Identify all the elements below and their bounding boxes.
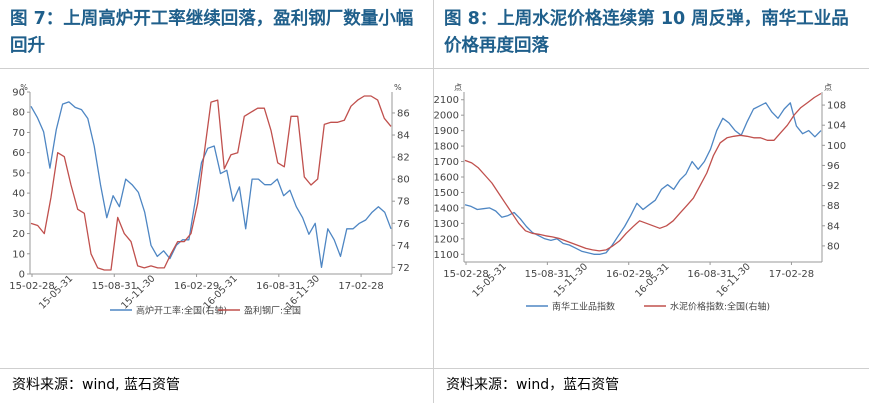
right-tick-label: 92 [827, 181, 840, 192]
right-tick-label: 76 [397, 219, 410, 230]
left-tick-label: 0 [19, 270, 25, 281]
right-tick-label: 82 [397, 153, 410, 164]
right-tick-label: 88 [827, 201, 840, 212]
right-tick-label: 108 [827, 101, 846, 112]
right-axis-unit: % [394, 83, 402, 92]
divider [434, 68, 869, 69]
x-tick-label-rotated: 16-05-31 [633, 261, 671, 299]
legend-label-1: 南华工业品指数 [552, 301, 615, 313]
chart-right: 点 点 1100 1200 1300 1400 1500 1600 1700 1800 1900 20… [434, 83, 847, 313]
left-tick-label: 2000 [434, 111, 459, 122]
right-tick-label: 78 [397, 197, 410, 208]
left-tick-label: 40 [12, 189, 25, 200]
right-axis-unit: 点 [824, 83, 832, 92]
x-tick-label: 17-02-28 [338, 281, 383, 292]
left-tick-label: 80 [12, 108, 25, 119]
x-tick-label-rotated: 16-11-30 [715, 261, 753, 299]
left-tick-label: 1100 [434, 250, 459, 261]
x-tick-label: 16-08-31 [687, 269, 732, 280]
legend-label-1: 高炉开工率:全国(右轴) [136, 305, 227, 317]
legend-label-2: 盈利钢厂:全国 [244, 305, 301, 317]
left-tick-label: 90 [12, 88, 25, 99]
left-tick-label: 20 [12, 229, 25, 240]
x-tick-label-rotated: 15-11-30 [552, 261, 590, 299]
source-note-right: 资料来源：wind，蓝石资管 [446, 377, 620, 393]
series-line-2 [464, 92, 822, 252]
left-tick-label: 60 [12, 148, 25, 159]
left-tick-label: 1800 [434, 142, 459, 153]
left-tick-label: 1200 [434, 234, 459, 245]
x-tick-label-rotated: 15-05-31 [471, 261, 509, 299]
right-tick-label: 72 [397, 263, 410, 274]
source-note-left: 资料来源：wind, 蓝石资管 [12, 377, 180, 393]
legend-label-2: 水泥价格指数:全国(右轴) [670, 301, 770, 313]
chart-title-left: 图 7：上周高炉开工率继续回落，盈利钢厂数量小幅回升 [10, 9, 414, 56]
right-tick-label: 86 [397, 108, 410, 119]
chart-left: % % 0 10 20 30 40 50 60 70 80 90 72 74 76 78 80 82 84 86 15-… [9, 83, 410, 317]
x-tick-label: 15-02-28 [443, 269, 488, 280]
left-tick-label: 70 [12, 128, 25, 139]
left-tick-label: 1400 [434, 203, 459, 214]
right-tick-label: 80 [827, 241, 840, 252]
x-tick-label: 16-02-29 [606, 269, 651, 280]
right-tick-label: 80 [397, 175, 410, 186]
chart-panel-right: 图 8：上周水泥价格连续第 10 周反弹，南华工业品价格再度回落 点 点 1100 1… [434, 0, 869, 403]
left-tick-label: 30 [12, 209, 25, 220]
series-line-2 [30, 95, 392, 271]
left-tick-label: 2100 [434, 95, 459, 106]
right-tick-label: 84 [397, 131, 410, 142]
left-tick-label: 10 [12, 249, 25, 260]
x-tick-label: 15-02-28 [9, 281, 54, 292]
right-tick-label: 96 [827, 161, 840, 172]
x-tick-label: 15-08-31 [92, 281, 137, 292]
right-tick-label: 100 [827, 141, 846, 152]
series-line-1 [30, 101, 392, 269]
divider [0, 68, 433, 69]
left-tick-label: 1900 [434, 126, 459, 137]
right-tick-label: 104 [827, 121, 846, 132]
divider [0, 368, 433, 369]
left-tick-label: 1600 [434, 173, 459, 184]
x-tick-label: 17-02-28 [769, 269, 814, 280]
series-line-1 [464, 102, 822, 255]
left-axis-unit: 点 [454, 83, 462, 92]
right-tick-label: 74 [397, 241, 410, 252]
left-tick-label: 1300 [434, 219, 459, 230]
x-tick-label: 15-08-31 [525, 269, 570, 280]
right-tick-label: 84 [827, 221, 840, 232]
x-tick-label: 16-02-29 [174, 281, 219, 292]
left-tick-label: 50 [12, 168, 25, 179]
divider [434, 368, 869, 369]
left-tick-label: 1700 [434, 157, 459, 168]
x-tick-label: 16-08-31 [256, 281, 301, 292]
x-tick-label-rotated: 15-05-31 [37, 273, 75, 311]
chart-title-right: 图 8：上周水泥价格连续第 10 周反弹，南华工业品价格再度回落 [444, 9, 849, 56]
left-tick-label: 1500 [434, 188, 459, 199]
left-axis-unit: % [20, 83, 28, 92]
chart-panel-left: 图 7：上周高炉开工率继续回落，盈利钢厂数量小幅回升 %% 0 10 20 30 40 50… [0, 0, 434, 403]
